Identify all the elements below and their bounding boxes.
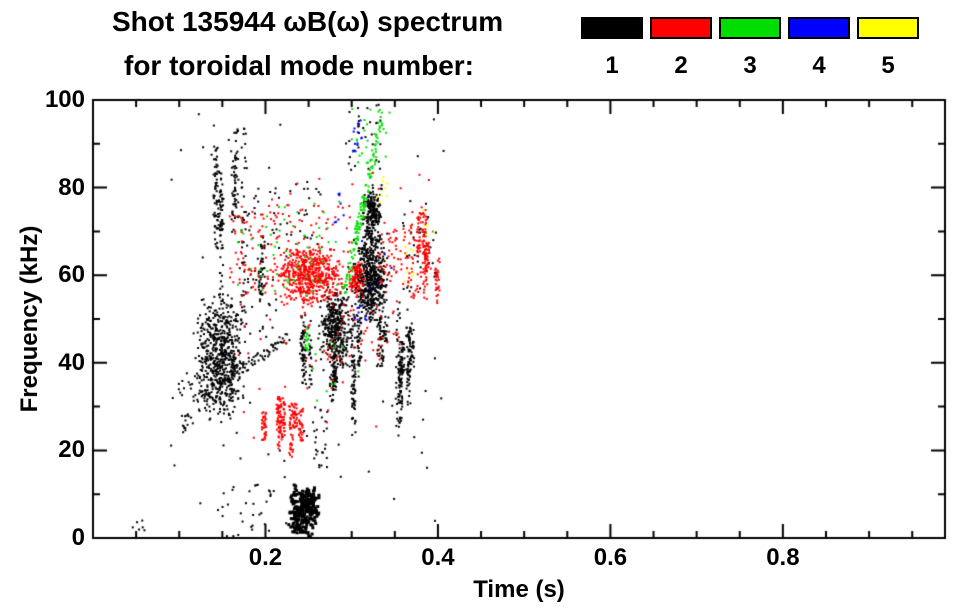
legend-number: 5 (881, 52, 895, 79)
x-axis-label: Time (s) (473, 576, 565, 603)
legend-swatch-mode-2 (650, 17, 712, 39)
legend-swatch-mode-1 (581, 17, 643, 39)
chart-title: Shot 135944 ωB(ω) spectrum (112, 6, 504, 37)
legend-number: 2 (674, 52, 688, 79)
legend-numbers: 1 2 3 4 5 (581, 52, 919, 80)
chart-subtitle: for toroidal mode number: (124, 50, 474, 81)
legend-number: 3 (743, 52, 757, 79)
legend-swatch-mode-4 (788, 17, 850, 39)
legend-swatch-mode-5 (857, 17, 919, 39)
legend-number: 4 (812, 52, 826, 79)
legend-swatches (581, 17, 919, 39)
y-axis-label: Frequency (kHz) (16, 225, 43, 413)
legend-swatch-mode-3 (719, 17, 781, 39)
legend-number: 1 (605, 52, 619, 79)
